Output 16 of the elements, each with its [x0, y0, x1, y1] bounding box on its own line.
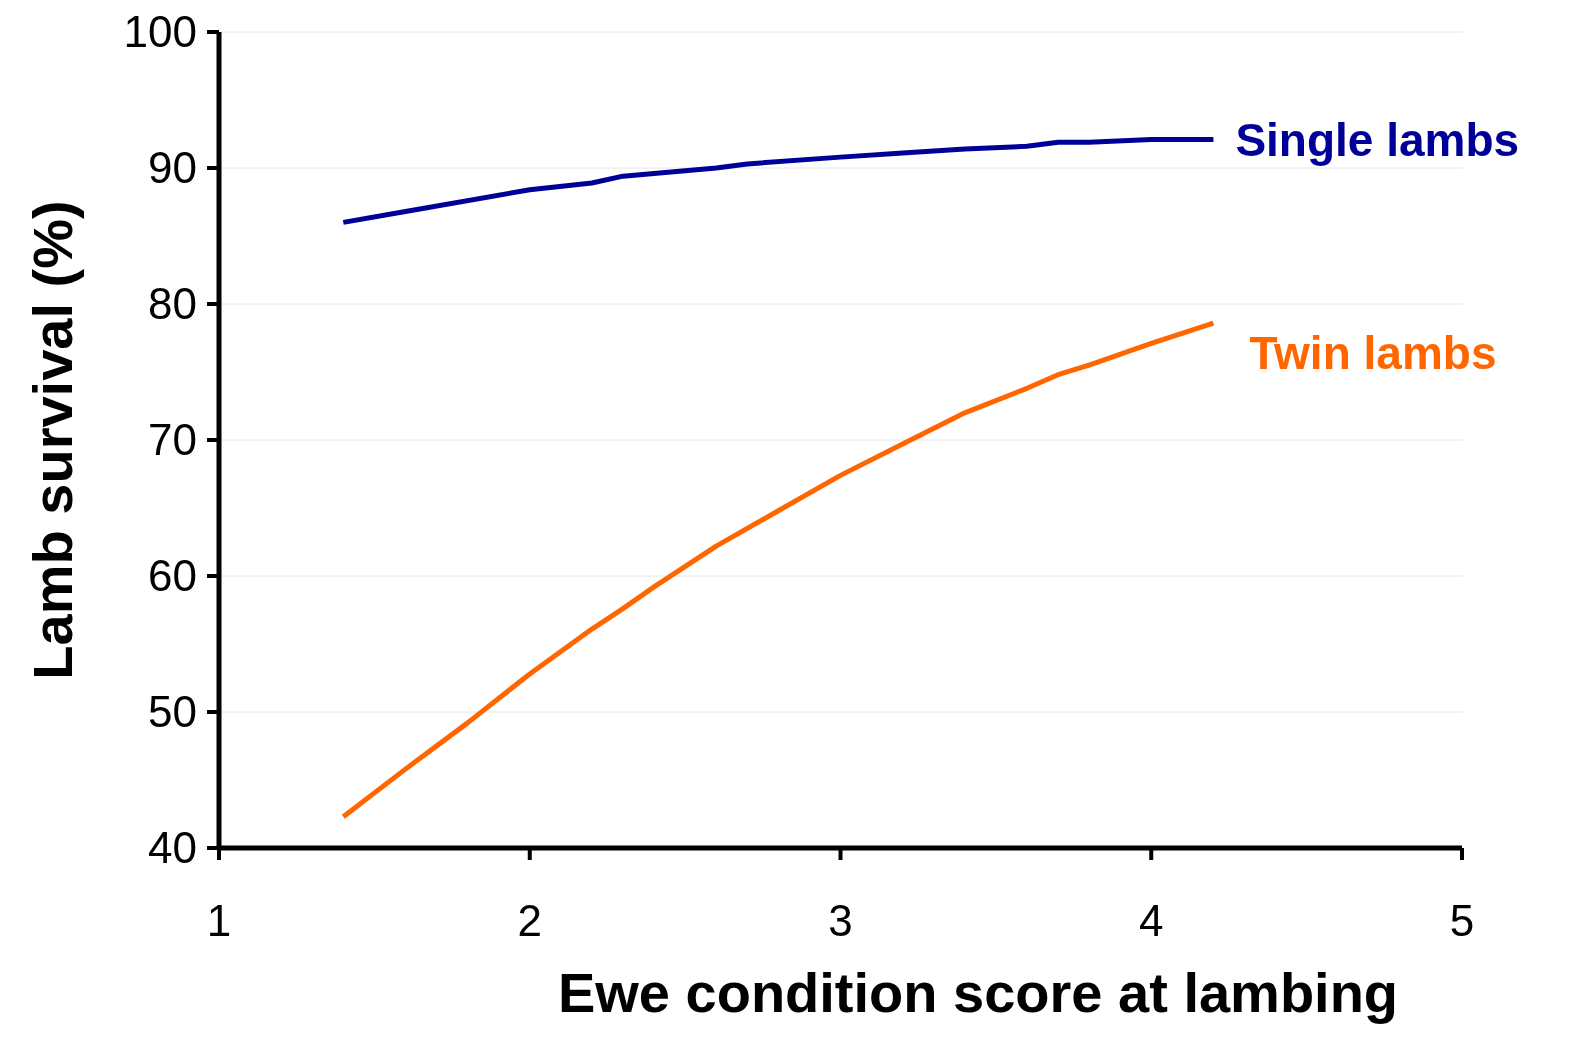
y-tick-label: 90 — [148, 143, 197, 193]
x-axis-title: Ewe condition score at lambing — [557, 961, 1399, 1024]
series-label: Single lambs — [1235, 113, 1520, 166]
y-tick-label: 80 — [148, 279, 197, 329]
x-tick-label: 4 — [1139, 896, 1164, 945]
x-tick-label: 5 — [1449, 896, 1475, 945]
y-tick-label: 50 — [148, 687, 197, 737]
y-tick-label: 60 — [148, 551, 197, 601]
series-label: Twin lambs — [1249, 327, 1497, 380]
y-axis-title: Lamb survival (%) — [21, 200, 84, 680]
y-tick-label: 70 — [148, 415, 197, 465]
x-tick-label: 1 — [206, 896, 232, 945]
x-tick-label: 3 — [828, 896, 853, 945]
x-tick-label: 2 — [517, 896, 542, 945]
y-tick-label: 100 — [123, 7, 197, 57]
y-tick-label: 40 — [148, 823, 197, 873]
